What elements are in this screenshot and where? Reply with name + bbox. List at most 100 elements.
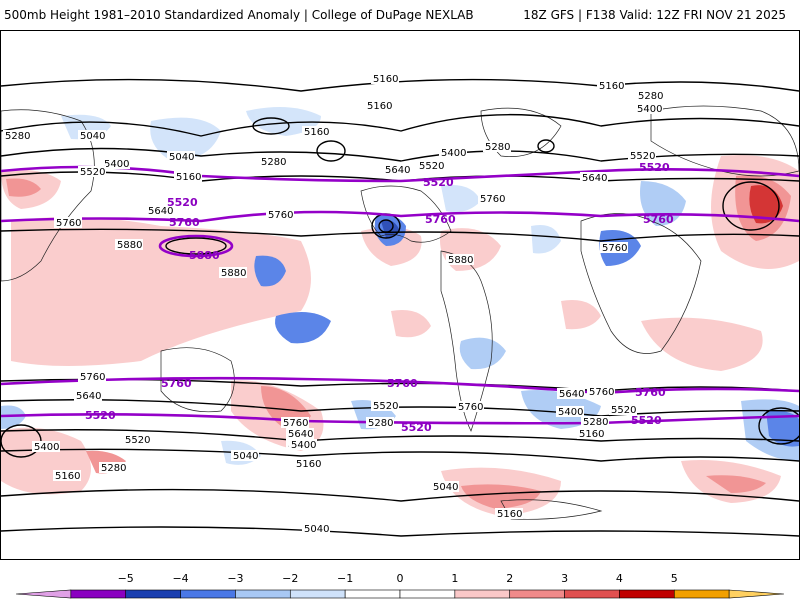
colorbar-segment: [564, 589, 620, 599]
contour-label: 5040: [304, 524, 329, 535]
colorbar-tick-label: −5: [118, 572, 134, 585]
contour-label: 5280: [261, 157, 286, 168]
map-header: 500mb Height 1981–2010 Standardized Anom…: [0, 0, 800, 30]
colorbar-segment: [454, 589, 511, 599]
colorbar-segment: [70, 589, 127, 599]
contour-label-thick: 5520: [639, 161, 670, 174]
colorbar-segment: [125, 589, 181, 599]
contour-label: 5400: [558, 407, 583, 418]
contour-label: 5400: [34, 442, 59, 453]
contour-label-thick: 5760: [643, 213, 674, 226]
contour-label-thick: 5760: [169, 216, 200, 229]
colorbar-tick-label: 1: [451, 572, 458, 585]
contour-label: 5400: [291, 440, 316, 451]
colorbar-tick-label: 4: [616, 572, 623, 585]
colorbar-tick-label: −1: [337, 572, 353, 585]
contour-label-thick: 5760: [425, 213, 456, 226]
map-title: 500mb Height 1981–2010 Standardized Anom…: [4, 8, 474, 22]
contour-label: 5880: [221, 268, 246, 279]
contour-label: 5520: [630, 151, 655, 162]
contour-label-thick: 5520: [631, 414, 662, 427]
contour-label: 5880: [117, 240, 142, 251]
colorbar-ticks: −5 −4 −3 −2 −1 0 1 2 3 4 5: [118, 572, 678, 585]
colorbar-segment: [289, 589, 346, 599]
colorbar-tick-label: −3: [227, 572, 243, 585]
contour-label-thick: 5760: [635, 386, 666, 399]
contour-label: 5640: [76, 391, 101, 402]
contour-label: 5280: [485, 142, 510, 153]
contour-label: 5160: [599, 81, 624, 92]
contour-label: 5640: [148, 206, 173, 217]
contour-label: 5760: [480, 194, 505, 205]
contour-label: 5160: [367, 101, 392, 112]
colorbar-segment: [399, 589, 456, 599]
contour-label-group: 5160 5160 5160 5280 5400 5280 5040 5160 …: [3, 73, 664, 535]
contour-label: 5640: [559, 389, 584, 400]
contour-label-thick: 5520: [401, 421, 432, 434]
contour-label-thick: 5520: [167, 196, 198, 209]
colorbar-segment: [344, 589, 401, 599]
anomaly-map[interactable]: 5160 5160 5160 5280 5400 5280 5040 5160 …: [0, 30, 800, 560]
contour-label: 5040: [169, 152, 194, 163]
contour-label: 5760: [589, 387, 614, 398]
colorbar-segment: [235, 589, 291, 599]
colorbar-segment: [673, 589, 730, 599]
colorbar-segment: [728, 589, 785, 599]
colorbar-segment: [619, 589, 675, 599]
height-contours: [1, 78, 799, 537]
contour-label-thick: 5520: [85, 409, 116, 422]
colorbar: −5 −4 −3 −2 −1 0 1 2 3 4 5: [0, 562, 800, 600]
map-canvas: 5160 5160 5160 5280 5400 5280 5040 5160 …: [1, 73, 799, 537]
contour-label: 5280: [368, 418, 393, 429]
contour-label: 5280: [101, 463, 126, 474]
contour-label: 5040: [433, 482, 458, 493]
contour-label: 5640: [582, 173, 607, 184]
contour-label: 5520: [611, 405, 636, 416]
contour-label: 5040: [233, 451, 258, 462]
contour-label: 5400: [637, 104, 662, 115]
contour-label: 5760: [458, 402, 483, 413]
contour-label: 5280: [5, 131, 30, 142]
colorbar-svg: −5 −4 −3 −2 −1 0 1 2 3 4 5: [15, 572, 785, 599]
contour-label: 5640: [288, 429, 313, 440]
contour-label-thick: 5520: [423, 176, 454, 189]
contour-label-thick: 5880: [189, 249, 220, 262]
thick-label-group: 5520 5760 5520 5760 5520 5760 5880 5760 …: [85, 161, 674, 434]
contour-label: 5520: [80, 167, 105, 178]
contour-label: 5160: [176, 172, 201, 183]
contour-label-thick: 5760: [387, 377, 418, 390]
contour-label: 5160: [304, 127, 329, 138]
contour-label: 5880: [448, 255, 473, 266]
contour-label: 5040: [80, 131, 105, 142]
contour-label: 5760: [56, 218, 81, 229]
contour-label: 5160: [497, 509, 522, 520]
thick-contours: [1, 165, 799, 425]
contour-label: 5160: [296, 459, 321, 470]
run-info: 18Z GFS | F138 Valid: 12Z FRI NOV 21 202…: [523, 8, 786, 22]
colorbar-segments: [15, 589, 785, 599]
colorbar-segment: [509, 589, 565, 599]
colorbar-segment: [15, 589, 72, 599]
contour-label: 5760: [268, 210, 293, 221]
contour-label: 5760: [80, 372, 105, 383]
contour-label: 5640: [385, 165, 410, 176]
contour-label: 5160: [55, 471, 80, 482]
contour-label: 5280: [638, 91, 663, 102]
contour-label: 5400: [441, 148, 466, 159]
colorbar-tick-label: 3: [561, 572, 568, 585]
contour-label: 5520: [373, 401, 398, 412]
contour-label: 5760: [283, 418, 308, 429]
contour-label: 5400: [104, 159, 129, 170]
colorbar-segment: [180, 589, 236, 599]
contour-label: 5760: [602, 243, 627, 254]
colorbar-tick-label: 0: [397, 572, 404, 585]
colorbar-tick-label: 5: [671, 572, 678, 585]
contour-label: 5520: [125, 435, 150, 446]
contour-label: 5520: [419, 161, 444, 172]
contour-label-thick: 5760: [161, 377, 192, 390]
colorbar-tick-label: 2: [506, 572, 513, 585]
colorbar-tick-label: −2: [282, 572, 298, 585]
contour-label: 5160: [373, 74, 398, 85]
colorbar-tick-label: −4: [172, 572, 188, 585]
contour-label: 5280: [583, 417, 608, 428]
